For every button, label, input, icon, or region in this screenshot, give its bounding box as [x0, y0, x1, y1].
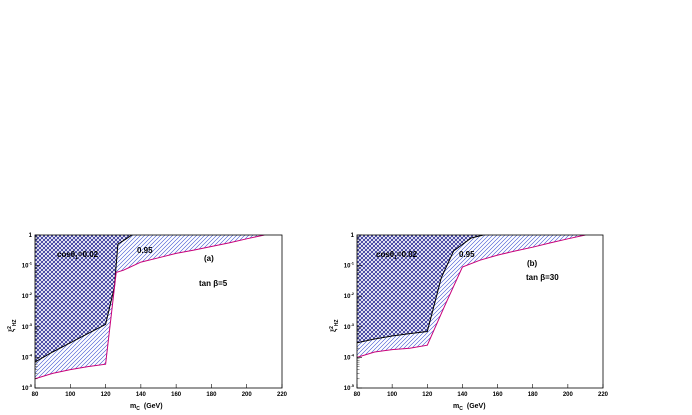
x-tick-label: 100	[65, 392, 76, 398]
y-axis-label: ξ2HZ	[329, 319, 340, 332]
x-axis-label: mC (GeV)	[453, 403, 486, 412]
cross-area-002	[35, 235, 132, 363]
plot-frame	[356, 234, 604, 389]
x-tick-label: 180	[528, 392, 539, 398]
y-tick-label: 10-4	[344, 352, 355, 361]
y-ticks: 10-5 10-4 10-3 10-2 10-1 1	[22, 233, 40, 392]
x-tick-label: 200	[563, 392, 574, 398]
contour-line-095	[357, 235, 586, 358]
y-axis-label: ξ2HZ	[7, 319, 18, 332]
y-tick-label: 1	[351, 233, 355, 239]
contour-line-002	[357, 235, 484, 344]
x-tick-label: 80	[32, 392, 39, 398]
x-axis-label: mC (GeV)	[130, 403, 163, 412]
cross-area-002	[357, 235, 484, 343]
tanb-annotation: tan β=5	[199, 279, 228, 288]
x-tick-label: 200	[242, 392, 253, 398]
y-tick-label: 10-5	[344, 383, 355, 392]
contour-line-002	[35, 235, 133, 363]
x-tick-label: 160	[171, 392, 182, 398]
x-ticks: 80 100 120 140 160 180 200 220	[354, 384, 609, 398]
y-tick-label: 10-4	[22, 352, 33, 361]
x-tick-label: 120	[422, 392, 433, 398]
y-tick-label: 10-2	[22, 291, 33, 300]
y-tick-label: 10-1	[344, 261, 355, 270]
contour-label: 0.95	[137, 246, 153, 255]
contour-line-095	[35, 235, 265, 380]
x-ticks: 80 100 120 140 160 180 200 220	[32, 384, 288, 398]
tanb-annotation: tan β=30	[526, 273, 559, 282]
x-tick-label: 100	[387, 392, 398, 398]
x-tick-label: 140	[457, 392, 468, 398]
x-tick-label: 160	[493, 392, 504, 398]
panel-label: (b)	[527, 259, 538, 268]
panel-b: 80 100 120 140 160 180 200 220 10-5 10-4 10-3 10-2…	[329, 233, 609, 412]
panel-label: (a)	[204, 254, 214, 263]
y-tick-label: 10-1	[22, 261, 33, 270]
x-tick-label: 180	[206, 392, 217, 398]
x-tick-label: 120	[101, 392, 112, 398]
x-tick-label: 220	[598, 392, 609, 398]
y-ticks: 10-5 10-4 10-3 10-2 10-1 1	[344, 233, 362, 392]
plot-frame	[34, 234, 283, 389]
cos-annotation: cosθ1=0.02	[57, 250, 99, 261]
crosshatch-region	[357, 235, 484, 343]
y-tick-label: 10-5	[22, 383, 33, 392]
x-tick-label: 140	[136, 392, 147, 398]
x-tick-label: 80	[354, 392, 361, 398]
y-tick-label: 10-3	[22, 322, 33, 331]
contour-label: 0.95	[459, 250, 475, 259]
crosshatch-region	[35, 235, 132, 363]
panel-a: 80 100 120 140 160 180 200 220 10-5 10-4 10-3 10-2…	[7, 233, 288, 412]
cos-annotation: cosθ1=0.02	[376, 250, 418, 261]
x-tick-label: 220	[277, 392, 288, 398]
y-tick-label: 10-2	[344, 291, 355, 300]
y-tick-label: 10-3	[344, 322, 355, 331]
y-tick-label: 1	[29, 233, 33, 239]
